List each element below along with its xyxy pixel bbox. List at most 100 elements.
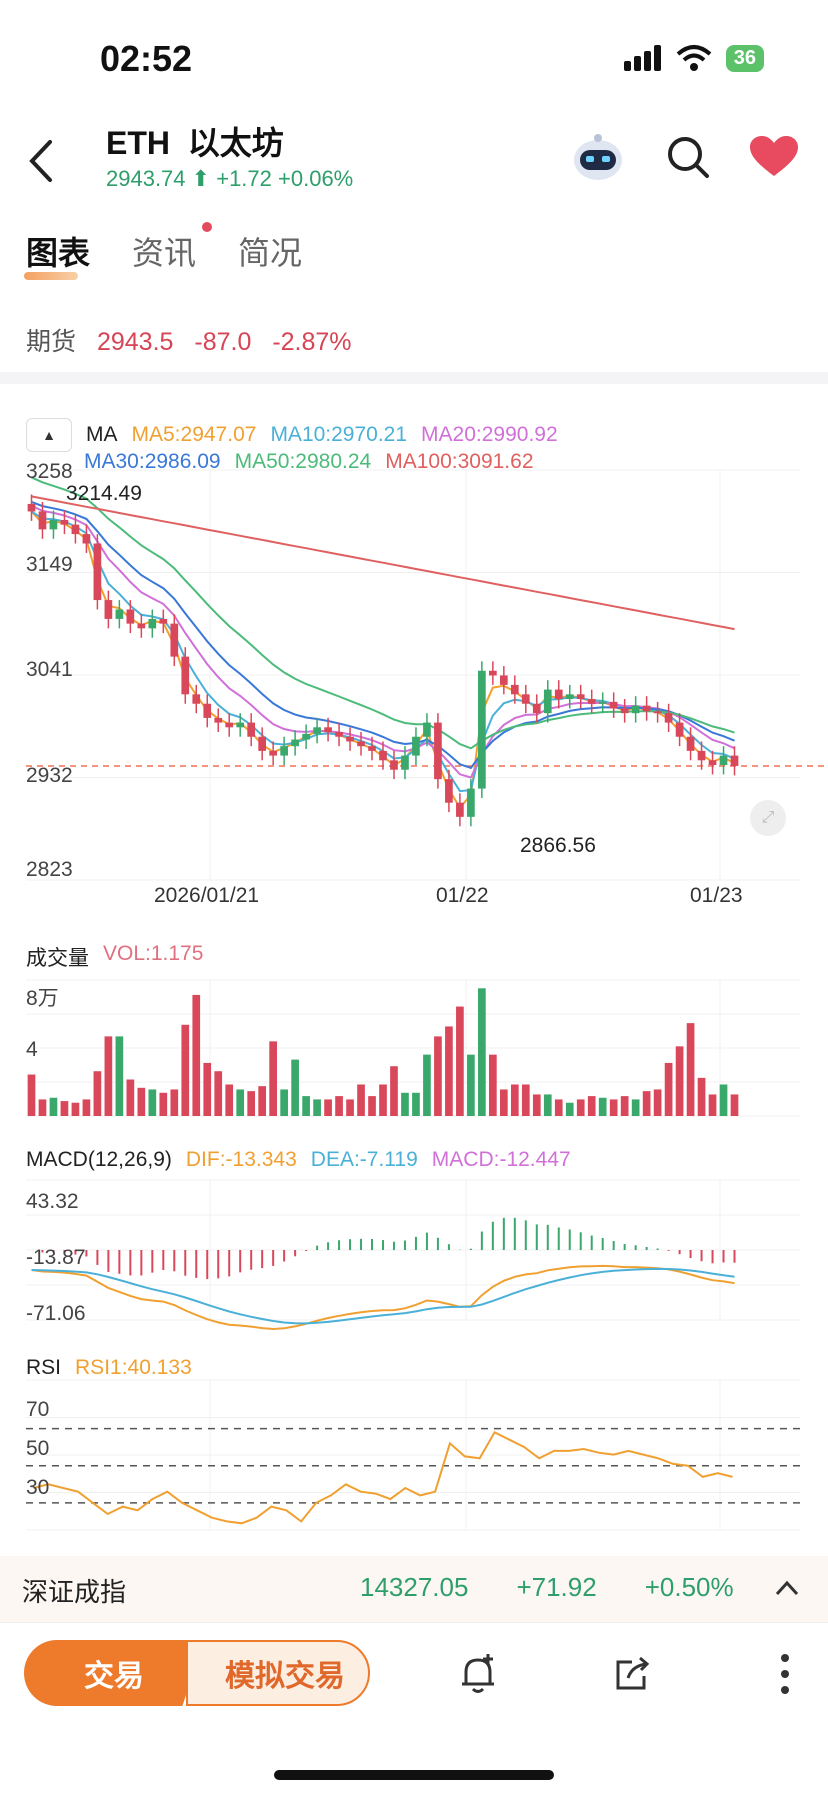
candle bbox=[291, 739, 299, 747]
fullscreen-icon[interactable]: ⤢ bbox=[750, 800, 786, 836]
volume-bar bbox=[620, 1096, 629, 1116]
candle bbox=[280, 746, 288, 756]
change: +1.72 bbox=[216, 166, 272, 191]
candle bbox=[587, 699, 596, 704]
volume-label: 成交量 bbox=[26, 947, 89, 970]
candle bbox=[269, 750, 277, 756]
status-time: 02:52 bbox=[100, 38, 193, 79]
volume-axis-label: 8万 bbox=[26, 987, 59, 1010]
candle bbox=[82, 534, 91, 544]
tab-chart[interactable]: 图表 bbox=[23, 228, 90, 280]
candle bbox=[38, 511, 47, 530]
tab-overview[interactable]: 简况 bbox=[238, 235, 303, 271]
volume-bar bbox=[324, 1099, 332, 1116]
candle bbox=[247, 722, 256, 737]
candle bbox=[620, 708, 629, 714]
macd-title: MACD(12,26,9) DIF:-13.343 DEA:-7.119 MAC… bbox=[26, 1148, 571, 1172]
chevron-up-icon[interactable] bbox=[774, 1578, 800, 1598]
price-axis-label: 3041 bbox=[26, 658, 73, 681]
index-change-pct: +0.50% bbox=[644, 1572, 734, 1602]
volume-bar bbox=[434, 1036, 442, 1116]
high-price-mark: 3214.49 bbox=[66, 482, 142, 505]
candle bbox=[93, 543, 102, 601]
candle bbox=[324, 727, 332, 733]
price: 2943.74 bbox=[106, 166, 186, 191]
candle bbox=[499, 675, 508, 685]
more-options-icon[interactable] bbox=[778, 1652, 792, 1696]
volume-value: VOL:1.175 bbox=[103, 942, 204, 965]
candle bbox=[532, 703, 541, 714]
share-icon[interactable] bbox=[612, 1654, 652, 1694]
volume-bar bbox=[126, 1079, 135, 1116]
candle bbox=[71, 524, 80, 535]
volume-bar bbox=[236, 1089, 245, 1116]
collapse-indicator-button[interactable]: ▲ bbox=[26, 418, 72, 452]
rsi1-value: RSI1:40.133 bbox=[75, 1356, 192, 1379]
volume-title: 成交量 VOL:1.175 bbox=[26, 942, 203, 972]
volume-bar bbox=[467, 1054, 475, 1116]
volume-bar bbox=[159, 1092, 168, 1116]
alert-bell-icon[interactable] bbox=[458, 1652, 498, 1696]
candle bbox=[236, 722, 245, 728]
volume-bar bbox=[27, 1074, 36, 1116]
rsi1-line bbox=[33, 1430, 733, 1525]
volume-bar bbox=[247, 1091, 256, 1116]
price-line: 2943.74 ⬆ +1.72 +0.06% bbox=[106, 166, 353, 192]
volume-bar bbox=[49, 1097, 58, 1116]
ma30-value: MA30:2986.09 bbox=[84, 450, 221, 473]
tab-news[interactable]: 资讯 bbox=[132, 222, 213, 274]
favorite-heart-icon[interactable] bbox=[750, 136, 798, 178]
candle bbox=[104, 600, 113, 619]
price-axis-label: 3258 bbox=[26, 460, 73, 483]
volume-bar bbox=[203, 1062, 212, 1116]
rsi-label: RSI bbox=[26, 1356, 62, 1379]
volume-bar bbox=[368, 1096, 376, 1116]
candle bbox=[675, 722, 684, 737]
volume-bar bbox=[346, 1099, 354, 1116]
candle bbox=[598, 701, 607, 704]
volume-bar bbox=[302, 1096, 310, 1116]
back-arrow-icon[interactable] bbox=[22, 136, 62, 186]
candle bbox=[126, 609, 135, 624]
volume-bar bbox=[412, 1092, 420, 1116]
simulated-trade-button[interactable]: 模拟交易 bbox=[186, 1640, 370, 1706]
volume-bar bbox=[379, 1084, 387, 1116]
volume-bar bbox=[313, 1099, 321, 1116]
up-arrow-icon: ⬆ bbox=[191, 166, 211, 191]
index-ticker-bar[interactable] bbox=[0, 1556, 828, 1622]
trade-button[interactable]: 交易 bbox=[24, 1640, 204, 1706]
volume-bar bbox=[280, 1089, 288, 1116]
volume-bar bbox=[499, 1089, 508, 1116]
candle bbox=[379, 750, 387, 761]
candle bbox=[554, 689, 563, 700]
candle bbox=[609, 701, 618, 709]
volume-bar bbox=[521, 1084, 530, 1116]
volume-bar bbox=[609, 1099, 618, 1116]
futures-label: 期货 bbox=[26, 328, 77, 356]
candle bbox=[115, 609, 124, 619]
candle bbox=[49, 519, 58, 530]
ma-label: MA bbox=[86, 423, 118, 446]
change-pct: +0.06% bbox=[278, 166, 354, 191]
search-icon[interactable] bbox=[666, 135, 710, 179]
symbol: ETH bbox=[106, 125, 170, 161]
chart-area[interactable] bbox=[0, 440, 828, 1560]
volume-bar bbox=[532, 1094, 541, 1116]
candle bbox=[368, 746, 376, 751]
macd-label: MACD(12,26,9) bbox=[26, 1148, 172, 1171]
macd-axis-label: -13.87 bbox=[26, 1246, 86, 1269]
candle bbox=[434, 722, 442, 780]
volume-bar bbox=[631, 1099, 640, 1116]
header-actions bbox=[570, 132, 798, 182]
volume-bar bbox=[686, 1023, 695, 1116]
candle bbox=[730, 755, 739, 766]
robot-assistant-icon[interactable] bbox=[570, 132, 626, 182]
futures-price: 2943.5 bbox=[96, 328, 174, 356]
candle bbox=[159, 618, 168, 624]
candle bbox=[423, 722, 431, 737]
macd-axis-label: -71.06 bbox=[26, 1302, 86, 1325]
unread-dot bbox=[202, 222, 213, 232]
candle bbox=[346, 736, 354, 742]
candle bbox=[60, 519, 69, 525]
futures-change-pct: -2.87% bbox=[272, 328, 352, 356]
